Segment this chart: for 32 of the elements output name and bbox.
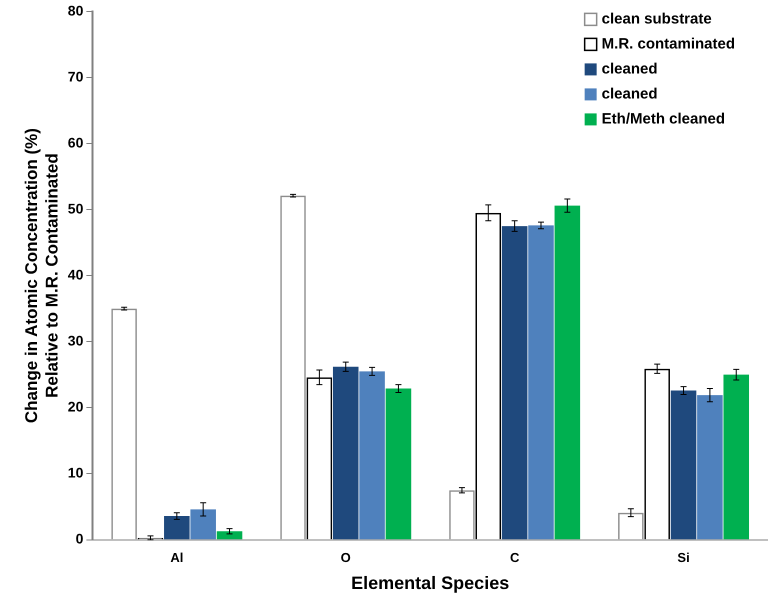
y-tick-label: 70 [68, 68, 84, 84]
bar [190, 509, 216, 540]
bar [670, 390, 696, 540]
x-axis-title: Elemental Species [351, 573, 510, 594]
y-tick-label: 20 [68, 398, 84, 415]
x-tick-label: Si [677, 550, 690, 566]
legend-label: cleaned [602, 60, 658, 78]
y-tick-label: 30 [68, 332, 84, 349]
bar [332, 366, 359, 540]
bar [723, 374, 750, 540]
y-tick-label: 10 [68, 464, 84, 481]
y-tick-label: 80 [68, 2, 84, 18]
bar [216, 531, 242, 540]
bar [502, 226, 528, 540]
legend-label: cleaned [602, 86, 658, 103]
y-tick-label: 40 [68, 266, 84, 282]
bar [528, 225, 554, 540]
legend-label: Eth/Meth cleaned [602, 110, 726, 128]
x-tick-label: O [340, 550, 351, 566]
bar [697, 395, 723, 540]
legend-label: clean substrate [602, 10, 712, 28]
bar [386, 388, 412, 540]
bar [359, 371, 385, 540]
y-tick-label: 60 [68, 134, 84, 150]
bar [554, 206, 580, 540]
y-axis-title: Change in Atomic Concentration (%) Relative to M.R. Contaminated [22, 128, 62, 424]
y-tick-label: 0 [76, 530, 84, 547]
y-tick-label: 50 [68, 200, 84, 216]
x-tick-label: Al [170, 550, 184, 566]
x-tick-label: C [510, 550, 520, 566]
bar [164, 516, 190, 540]
legend-label: M.R. contaminated [602, 36, 736, 53]
